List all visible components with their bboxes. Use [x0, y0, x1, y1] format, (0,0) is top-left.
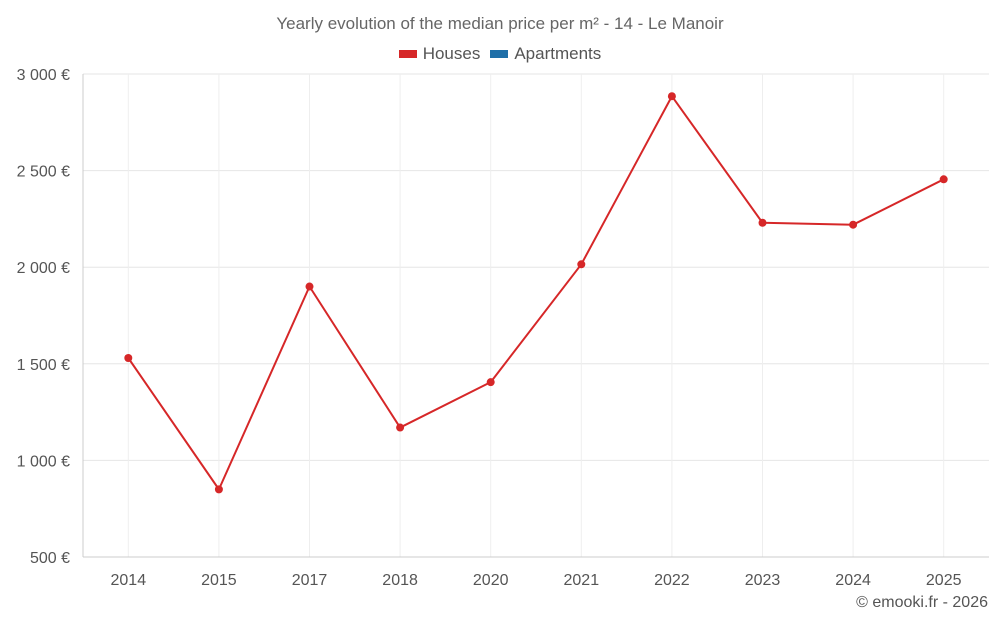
- y-tick-label: 3 000 €: [17, 67, 70, 84]
- legend-label-houses: Houses: [422, 44, 481, 63]
- legend-item-apartments[interactable]: Apartments: [490, 44, 601, 64]
- data-point-houses: [124, 354, 133, 363]
- data-point-houses: [305, 282, 314, 291]
- y-tick-label: 1 000 €: [17, 453, 70, 470]
- legend-swatch-houses: [398, 50, 417, 58]
- series-line-houses: [127, 95, 945, 491]
- legend-label-apartments: Apartments: [514, 44, 602, 63]
- x-tick-label: 2020: [473, 572, 509, 589]
- data-point-houses: [849, 220, 858, 229]
- y-tick-label: 2 500 €: [17, 164, 70, 181]
- data-point-houses: [214, 485, 223, 494]
- data-point-houses: [486, 378, 495, 387]
- data-point-houses: [667, 92, 676, 101]
- y-tick-label: 1 500 €: [17, 357, 70, 374]
- y-tick-label: 500 €: [30, 550, 70, 567]
- legend: Houses Apartments: [0, 44, 1000, 64]
- x-tick-label: 2025: [926, 572, 962, 589]
- chart-title: Yearly evolution of the median price per…: [276, 14, 724, 33]
- data-point-houses: [758, 218, 767, 227]
- x-tick-label: 2018: [382, 572, 418, 589]
- data-point-houses: [939, 175, 948, 184]
- x-tick-label: 2014: [111, 572, 147, 589]
- x-tick-label: 2024: [835, 572, 871, 589]
- x-tick-label: 2022: [654, 572, 690, 589]
- y-tick-label: 2 000 €: [17, 260, 70, 277]
- x-tick-label: 2015: [201, 572, 237, 589]
- data-point-houses: [577, 260, 586, 269]
- credit: © emooki.fr - 2026: [856, 594, 988, 611]
- legend-swatch-apartments: [490, 50, 509, 58]
- x-tick-label: 2017: [292, 572, 328, 589]
- x-tick-label: 2023: [745, 572, 781, 589]
- legend-item-houses[interactable]: Houses: [398, 44, 481, 64]
- x-tick-label: 2021: [564, 572, 600, 589]
- data-point-houses: [396, 423, 405, 432]
